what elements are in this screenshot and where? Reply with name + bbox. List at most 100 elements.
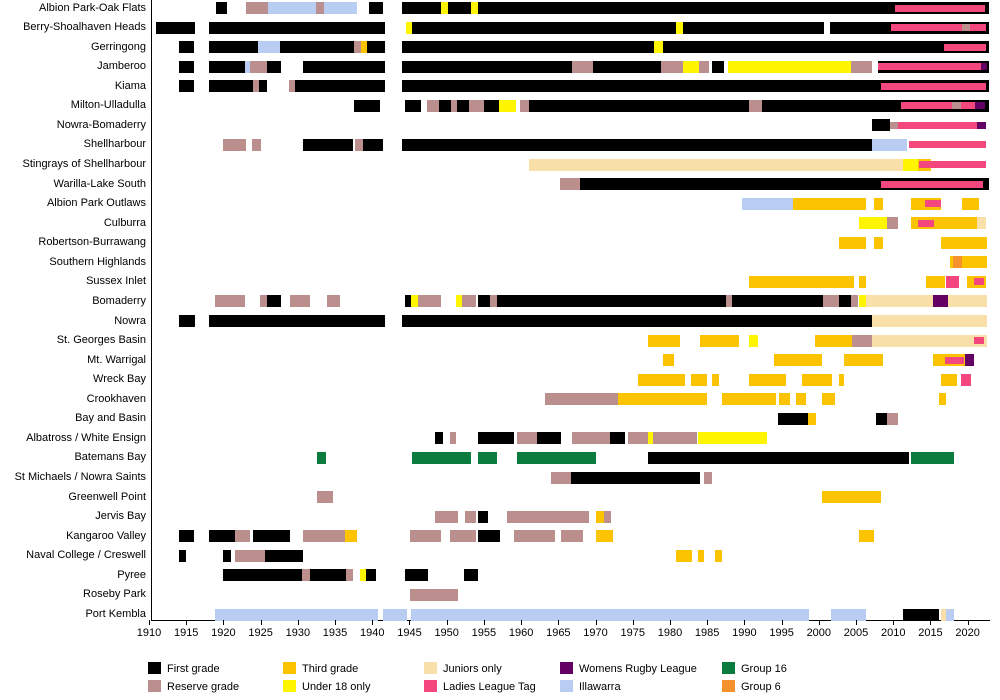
row-label: St Michaels / Nowra Saints — [14, 471, 146, 484]
axis-tick — [632, 620, 634, 625]
timeline-segment — [873, 197, 883, 210]
timeline-segment — [714, 549, 723, 562]
axis-tick-label: 1965 — [546, 627, 571, 639]
timeline-segment — [489, 295, 497, 308]
timeline-segment — [647, 334, 680, 347]
timeline-segment — [981, 63, 988, 71]
axis-tick — [260, 620, 262, 625]
timeline-segment — [952, 256, 963, 269]
timeline-segment — [245, 60, 251, 73]
timeline-segment — [178, 80, 194, 93]
timeline-segment — [897, 121, 978, 129]
timeline-segment — [704, 471, 713, 484]
row-label: Wreck Bay — [93, 373, 146, 386]
row-label: Milton-Ulladulla — [70, 99, 146, 112]
axis-tick-label: 1960 — [508, 627, 534, 639]
timeline-segment — [448, 2, 472, 14]
timeline-segment — [962, 24, 970, 32]
row-label: Stingrays of Shellharbour — [22, 158, 146, 171]
timeline-segment — [301, 569, 310, 582]
row-label: Nowra-Bomaderry — [56, 118, 146, 131]
timeline-segment — [887, 217, 898, 230]
timeline-segment — [208, 60, 245, 73]
timeline-segment — [627, 432, 648, 445]
timeline-segment — [405, 21, 412, 34]
timeline-segment — [815, 334, 853, 347]
axis-tick — [967, 620, 969, 625]
timeline-segment — [977, 121, 986, 129]
y-axis-line — [151, 0, 152, 620]
legend-label: Group 16 — [741, 662, 787, 675]
timeline-segment — [742, 197, 793, 210]
timeline-segment — [880, 82, 986, 90]
timeline-segment — [178, 315, 196, 328]
legend-label: Illawarra — [579, 680, 621, 693]
timeline-segment — [410, 530, 441, 543]
axis-tick — [595, 620, 597, 625]
timeline-segment — [647, 432, 653, 445]
timeline-segment — [234, 549, 266, 562]
timeline-segment — [748, 334, 758, 347]
timeline-segment — [675, 549, 693, 562]
axis-tick — [856, 620, 858, 625]
timeline-segment — [952, 102, 961, 110]
timeline-segment — [919, 161, 986, 169]
axis-tick-label: 2005 — [843, 627, 869, 639]
timeline-segment — [265, 549, 304, 562]
legend-label: Reserve grade — [167, 680, 240, 693]
timeline-segment — [902, 158, 918, 171]
timeline-segment — [779, 393, 790, 406]
axis-tick-label: 1975 — [620, 627, 645, 639]
timeline-segment — [975, 102, 985, 110]
timeline-segment — [925, 275, 946, 288]
axis-tick-label: 2020 — [955, 627, 980, 639]
axis-tick-label: 2000 — [806, 627, 832, 639]
axis-tick-label: 1915 — [173, 627, 199, 639]
axis-tick-label: 1930 — [285, 627, 311, 639]
timeline-segment — [969, 24, 987, 32]
timeline-segment — [528, 99, 749, 112]
row-label: Jamberoo — [97, 60, 146, 73]
x-axis-line — [151, 620, 990, 621]
timeline-segment — [699, 334, 740, 347]
legend-label: Third grade — [302, 662, 359, 675]
axis-tick — [297, 620, 299, 625]
timeline-segment — [712, 373, 720, 386]
timeline-segment — [326, 295, 340, 308]
legend-swatch-wrl — [560, 662, 573, 674]
axis-tick — [186, 620, 188, 625]
timeline-segment — [222, 138, 247, 151]
row-label: St. Georges Basin — [56, 334, 146, 347]
timeline-segment — [850, 60, 873, 73]
timeline-segment — [940, 236, 988, 249]
timeline-segment — [289, 295, 310, 308]
timeline-segment — [361, 41, 368, 54]
timeline-segment — [294, 80, 385, 93]
timeline-segment — [477, 432, 515, 445]
timeline-segment — [402, 41, 655, 54]
timeline-segment — [838, 295, 851, 308]
timeline-segment — [483, 99, 499, 112]
axis-tick — [521, 620, 523, 625]
timeline-segment — [367, 41, 385, 54]
legend-swatch-g16 — [722, 662, 735, 674]
timeline-segment — [947, 295, 987, 308]
timeline-segment — [215, 2, 228, 14]
row-label: Shellharbour — [83, 138, 146, 151]
axis-tick — [558, 620, 560, 625]
legend-swatch-third — [283, 662, 296, 674]
legend-label: Under 18 only — [302, 680, 371, 693]
timeline-segment — [498, 99, 516, 112]
timeline-segment — [208, 41, 258, 54]
axis-tick — [781, 620, 783, 625]
timeline-segment — [662, 41, 990, 54]
timeline-segment — [850, 295, 858, 308]
axis-tick-label: 1920 — [211, 627, 236, 639]
timeline-segment — [178, 41, 194, 54]
timeline-segment — [208, 80, 254, 93]
timeline-segment — [838, 236, 866, 249]
axis-tick-label: 1935 — [322, 627, 348, 639]
timeline-segment — [895, 4, 985, 12]
row-label: Sussex Inlet — [86, 275, 146, 288]
